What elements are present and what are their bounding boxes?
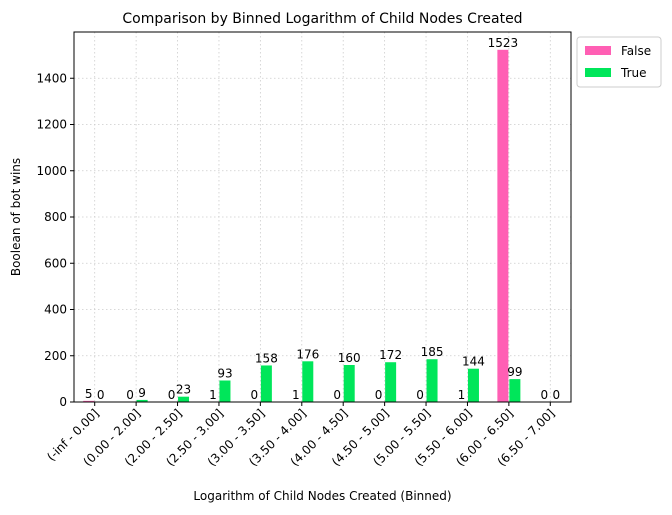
y-tick-label: 0 [59,395,67,409]
y-tick-label: 800 [44,210,67,224]
bar-true [343,365,355,402]
data-label: 9 [138,386,146,400]
data-label: 93 [217,366,232,380]
data-label: 158 [255,351,278,365]
bar-true [509,379,521,402]
data-label: 0 [97,388,105,402]
bars [83,49,521,403]
bar-true [302,361,314,402]
legend-swatch-false [585,46,611,55]
y-tick-label: 600 [44,256,67,270]
y-tick-label: 1000 [36,164,67,178]
x-axis-title: Logarithm of Child Nodes Created (Binned… [193,489,451,503]
bar-true [219,380,231,402]
chart-title: Comparison by Binned Logarithm of Child … [122,11,522,27]
y-axis-title: Boolean of bot wins [9,158,23,276]
bar-false [497,49,509,403]
y-tick-label: 200 [44,349,67,363]
bar-true [136,399,148,402]
y-tick-label: 400 [44,303,67,317]
data-label: 0 [251,388,259,402]
data-label: 144 [462,355,485,369]
data-label: 0 [126,388,134,402]
data-label: 23 [176,383,191,397]
bar-true [178,396,190,402]
data-label: 5 [85,387,93,401]
bar-true [385,362,397,402]
data-label: 0 [416,388,424,402]
data-label: 0 [375,388,383,402]
data-label: 160 [338,351,361,365]
bar-true [426,359,438,402]
bar-true [260,365,272,402]
grid-lines [74,32,571,403]
data-label: 0 [552,388,560,402]
y-tick-label: 1200 [36,118,67,132]
data-label: 185 [421,345,444,359]
y-tick-label: 1400 [36,71,67,85]
data-label: 1523 [488,36,519,50]
data-label: 172 [379,348,402,362]
legend: False True [576,36,662,88]
legend-label-true: True [620,66,647,80]
legend-swatch-true [585,68,611,77]
data-label: 0 [540,388,548,402]
bar-false [83,400,95,402]
data-label: 0 [168,388,176,402]
data-label: 1 [292,388,300,402]
bar-true [467,368,479,402]
data-label: 1 [209,388,217,402]
data-label: 176 [296,347,319,361]
data-label: 0 [333,388,341,402]
data-label: 99 [507,365,522,379]
legend-label-false: False [621,44,651,58]
data-label: 1 [458,388,466,402]
